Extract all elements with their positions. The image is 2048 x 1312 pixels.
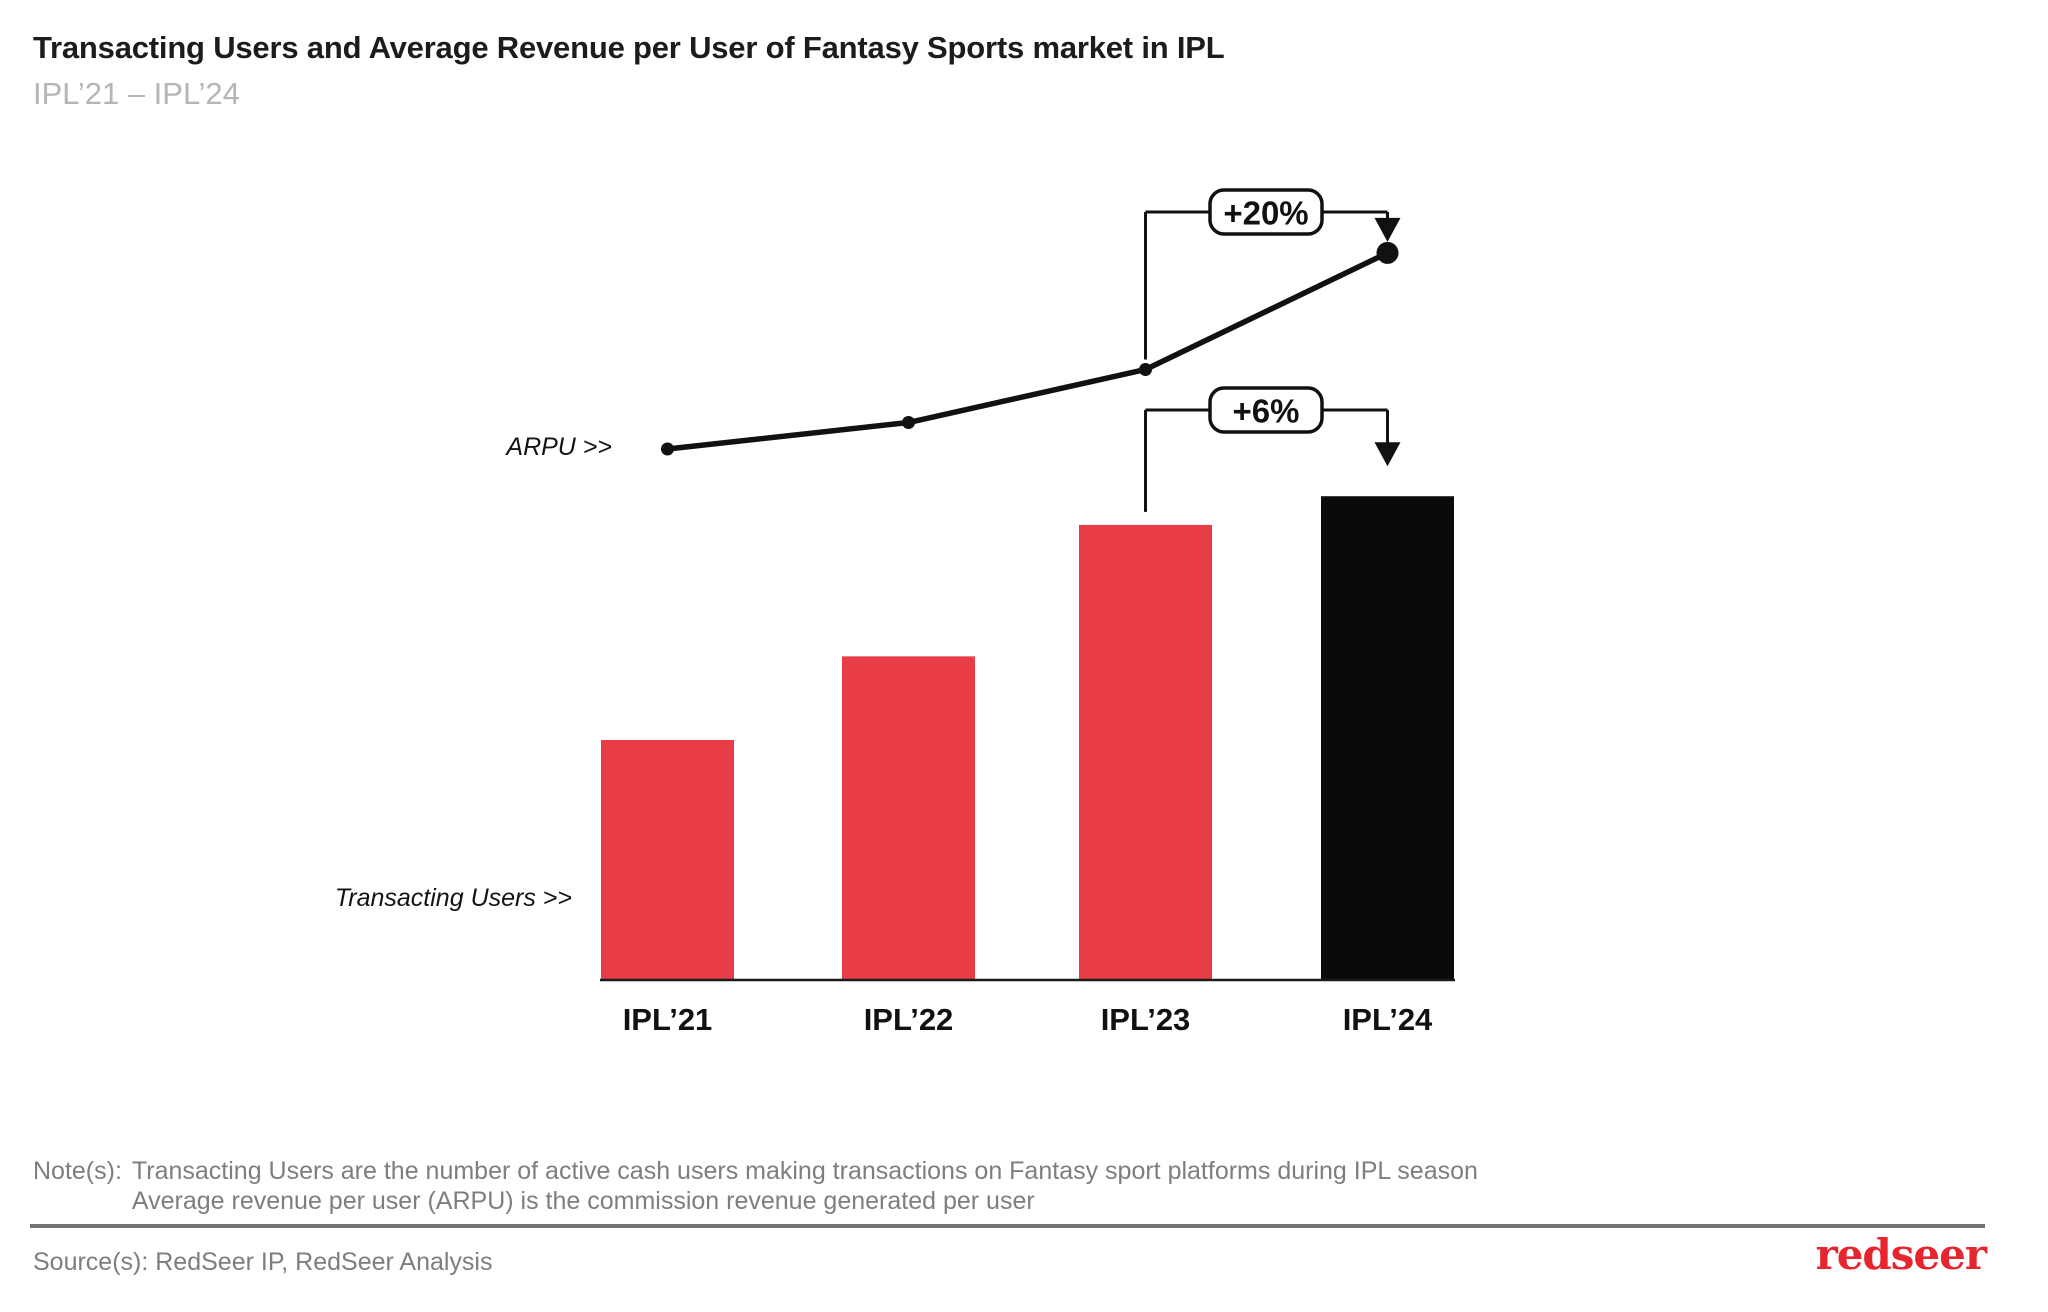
arpu-line	[667, 250, 1389, 452]
transacting-users-series-label: Transacting Users >>	[334, 884, 572, 912]
page-subtitle: IPL’21 – IPL’24	[33, 76, 240, 111]
note-line: Average revenue per user (ARPU) is the c…	[131, 1187, 1035, 1215]
bar-ipl-22	[842, 656, 975, 979]
annotation-label-20: +20%	[1223, 195, 1308, 232]
bar-ipl-24	[1321, 496, 1454, 979]
notes-prefix: Note(s):	[33, 1157, 122, 1185]
footer-divider	[30, 1224, 1985, 1228]
bar-ipl-21	[601, 740, 734, 979]
arpu-point-ipl-21	[661, 442, 674, 456]
x-axis-label-ipl-21: IPL’21	[623, 1002, 713, 1037]
arpu-endpoint	[1376, 241, 1399, 264]
arpu-series-label: ARPU >>	[506, 433, 612, 461]
x-axis-label-ipl-23: IPL’23	[1101, 1002, 1191, 1037]
arpu-point-ipl-23	[1139, 363, 1152, 376]
annotation-label-6: +6%	[1233, 393, 1300, 430]
arrow-down-icon	[1374, 217, 1401, 242]
redseer-logo: redseer	[1815, 1230, 1987, 1279]
page-title: Transacting Users and Average Revenue pe…	[33, 30, 1225, 65]
annotation-box-6	[1208, 386, 1324, 434]
annotation-box-20	[1208, 188, 1324, 236]
notes-block: Note(s): Transacting Users are the numbe…	[33, 1156, 1478, 1216]
notes-lines: Transacting Users are the number of acti…	[132, 1156, 1478, 1216]
arrow-down-icon	[1374, 442, 1401, 467]
x-axis-label-ipl-24: IPL’24	[1343, 1002, 1433, 1037]
source-text: Source(s): RedSeer IP, RedSeer Analysis	[33, 1248, 493, 1276]
note-line: Transacting Users are the number of acti…	[131, 1157, 1478, 1185]
bar-ipl-23	[1079, 524, 1212, 979]
x-axis-label-ipl-22: IPL’22	[864, 1002, 954, 1037]
arpu-point-ipl-22	[902, 416, 915, 429]
